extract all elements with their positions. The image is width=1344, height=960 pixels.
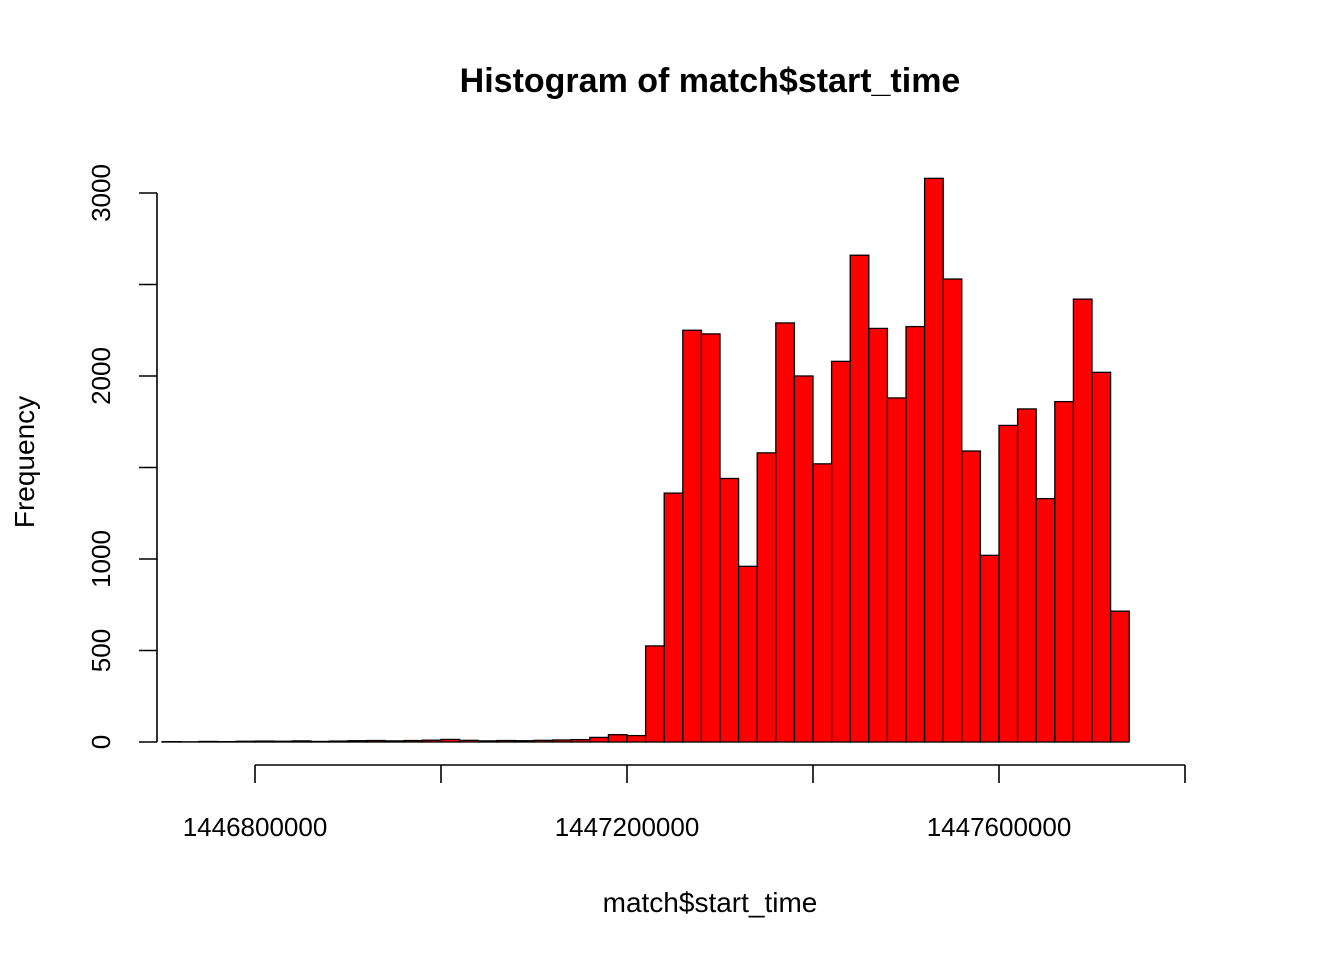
histogram-bar [514, 740, 535, 743]
histogram-bar [570, 738, 591, 743]
histogram-bar [589, 736, 610, 743]
histogram-bar [886, 397, 907, 743]
histogram-bar [812, 463, 833, 743]
histogram-bar [477, 740, 498, 743]
histogram-bar [793, 375, 814, 743]
histogram-bar [1035, 497, 1056, 743]
histogram-bar [551, 739, 572, 743]
x-axis-label: match$start_time [603, 887, 818, 918]
y-tick-label: 2000 [86, 347, 116, 405]
histogram-bar [272, 740, 293, 743]
histogram-bar [533, 739, 554, 743]
histogram-bar [961, 450, 982, 743]
histogram-bar [1054, 400, 1075, 743]
histogram-bar [384, 740, 405, 743]
histogram-bar [868, 327, 889, 743]
histogram-bar [1016, 408, 1037, 743]
histogram-bar [440, 738, 461, 743]
histogram-bar [719, 477, 740, 743]
x-tick-label: 1447600000 [927, 812, 1072, 842]
y-tick-label: 0 [86, 735, 116, 749]
histogram-bar [496, 739, 517, 743]
histogram-bar [979, 554, 1000, 743]
y-tick-label: 1000 [86, 530, 116, 588]
histogram-bar [458, 739, 479, 743]
histogram-bar [310, 740, 331, 743]
histogram-bar [403, 739, 424, 743]
histogram-bar [421, 739, 442, 743]
histogram-bar [737, 565, 758, 743]
histogram-bar [942, 278, 963, 743]
histogram-bar [347, 740, 368, 743]
histogram-bar [235, 740, 256, 743]
histogram-bar [291, 740, 312, 743]
histogram-bar [1109, 610, 1130, 743]
bars-group [161, 177, 1130, 743]
y-tick-label: 3000 [86, 164, 116, 222]
histogram-bar [626, 734, 647, 743]
histogram-bar [700, 333, 721, 743]
histogram-bar [923, 177, 944, 743]
histogram-bar [775, 322, 796, 743]
histogram-bar [998, 424, 1019, 743]
histogram-bar [682, 329, 703, 743]
x-axis: 1446800000 1447200000 1447600000 [183, 764, 1186, 842]
histogram-bar [663, 492, 684, 743]
histogram-bar [644, 645, 665, 743]
histogram-bar [254, 740, 275, 743]
histogram-bar [328, 740, 349, 743]
y-tick-label: 500 [86, 629, 116, 672]
histogram-bar [607, 734, 628, 743]
chart-title: Histogram of match$start_time [460, 62, 961, 100]
histogram-bar [756, 452, 777, 743]
histogram-bar [830, 360, 851, 743]
histogram-bar [849, 254, 870, 743]
y-axis-label: Frequency [9, 396, 40, 528]
histogram-bar [1072, 298, 1093, 743]
histogram-bar [365, 739, 386, 743]
y-axis: 0 500 1000 2000 3000 [86, 164, 158, 749]
x-tick-label: 1447200000 [555, 812, 700, 842]
histogram-bar [1091, 371, 1112, 743]
histogram-bar [905, 325, 926, 743]
x-tick-label: 1446800000 [183, 812, 328, 842]
histogram-bar [198, 740, 219, 743]
